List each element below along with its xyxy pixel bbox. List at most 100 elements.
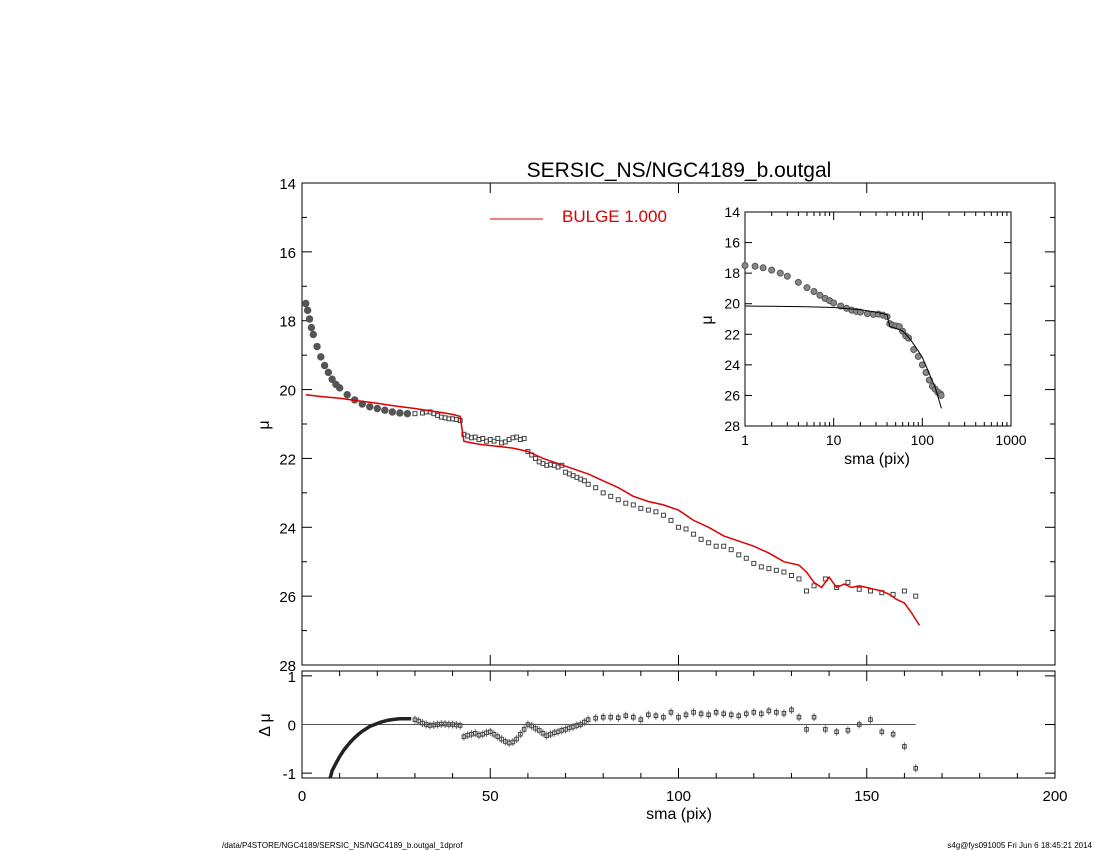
main-y-tick-label: 14 [279,176,296,193]
main-data-point [751,560,757,566]
main-panel: 14 16 18 20 22 24 26 28 μ BULGE 1.000 [256,176,1056,675]
main-data-point [804,588,810,594]
main-data-point [491,438,497,444]
inset-data-point [816,291,824,299]
residual-data-point [913,765,918,771]
main-data-point [834,585,840,591]
main-data-point [343,391,351,399]
residual-data-point [811,714,817,720]
main-data-point [309,330,317,339]
inset-x-tick-label: 10 [826,432,842,448]
inset-data-point [776,269,784,277]
inset-data-point [937,391,945,399]
main-y-tick-label: 24 [279,520,296,537]
residual-data-point [691,710,696,715]
main-data-point [403,409,412,418]
main-bulge-model-line [305,393,921,626]
main-data-point [615,497,621,503]
inset-y-tick-label: 24 [724,357,740,373]
main-data-point [713,543,719,549]
main-data-point [366,403,374,411]
main-data-point [845,579,851,585]
main-data-point [307,323,316,332]
main-data-point [645,507,651,513]
inset-y-tick-label: 18 [724,265,740,281]
residual-y-tick-label: -1 [283,766,296,783]
residual-data-point [585,717,591,722]
inset-x-tick-label: 1000 [995,432,1026,448]
main-data-point [901,588,907,594]
residual-data-point [631,714,636,720]
main-data-point [728,547,734,553]
main-data-point [668,517,674,523]
residual-data-point [902,744,907,749]
residual-data-point [834,729,839,735]
residual-x-tick-label: 0 [298,788,306,805]
residual-data-point [781,711,787,716]
residual-data-point [529,723,534,729]
main-data-point [303,306,312,315]
main-data-point [593,485,599,491]
chart-title: SERSIC_NS/NGC4189_b.outgal [527,159,832,182]
main-data-point [698,536,704,542]
main-y-tick-label: 16 [279,245,296,262]
main-y-tick-label: 20 [279,383,296,400]
inset-data-point [783,272,791,280]
main-data-point [521,435,527,441]
main-data-point [324,368,333,377]
residual-data-point [536,728,542,733]
main-data-point [856,586,862,592]
residual-data-point [593,715,598,721]
main-data-point [788,572,794,578]
main-data-point [320,361,329,370]
main-data-point [381,406,389,414]
residual-x-tick-label: 150 [854,788,879,805]
main-data-point [608,493,614,499]
residual-dense-curve [328,716,412,779]
inset-x-ticks: 1 10 100 1000 [741,212,1027,448]
main-y-tick-label: 26 [279,589,296,606]
main-data-point [868,588,874,594]
inset-y-tick-label: 16 [724,235,740,251]
residual-data-point [600,714,606,720]
residual-x-tick-label: 50 [482,788,499,805]
residual-data-point [789,707,794,713]
residual-data-point [540,730,546,736]
residual-data-point [796,714,802,720]
residual-data-point [487,729,493,735]
main-data-point [758,564,764,570]
main-data-point [328,375,336,383]
residual-panel: -101 0 50 100 150 200 Δ μ sma (pix) [257,669,1068,823]
inset-x-tick-label: 100 [911,432,935,448]
residual-data-point [521,727,527,732]
main-data-point [736,552,742,558]
main-data-point [653,509,659,515]
main-data-point [773,567,779,573]
residual-data-point [608,714,614,720]
residual-x-axis-label: sma (pix) [646,806,712,823]
main-data-point [495,435,501,441]
residual-data-point [582,719,587,725]
residual-data-point [721,711,726,717]
legend: BULGE 1.000 [490,207,667,226]
inset-x-axis-label: sma (pix) [844,451,910,468]
residual-data-point [683,712,689,718]
residual-x-tick-label: 200 [1042,788,1067,805]
residual-y-tick-label: 0 [288,718,296,735]
residual-y-axis-label: Δ μ [257,713,274,736]
residual-data-point [879,729,885,735]
main-data-point [796,576,802,582]
main-data-point [676,524,681,530]
inset-data-point [856,308,864,316]
inset-data-point [803,284,811,292]
main-data-point [600,490,606,496]
footer-timestamp: s4g@fys091005 Fri Jun 6 18:45:21 2014 [947,841,1092,850]
residual-data-point [751,710,757,715]
inset-y-tick-label: 26 [724,387,740,403]
residual-data-point [856,722,862,727]
inset-data-point [768,266,776,274]
residual-data-point [676,714,681,720]
residual-data-point [668,710,674,715]
residual-x-ticks: 0 50 100 150 200 [298,671,1068,805]
